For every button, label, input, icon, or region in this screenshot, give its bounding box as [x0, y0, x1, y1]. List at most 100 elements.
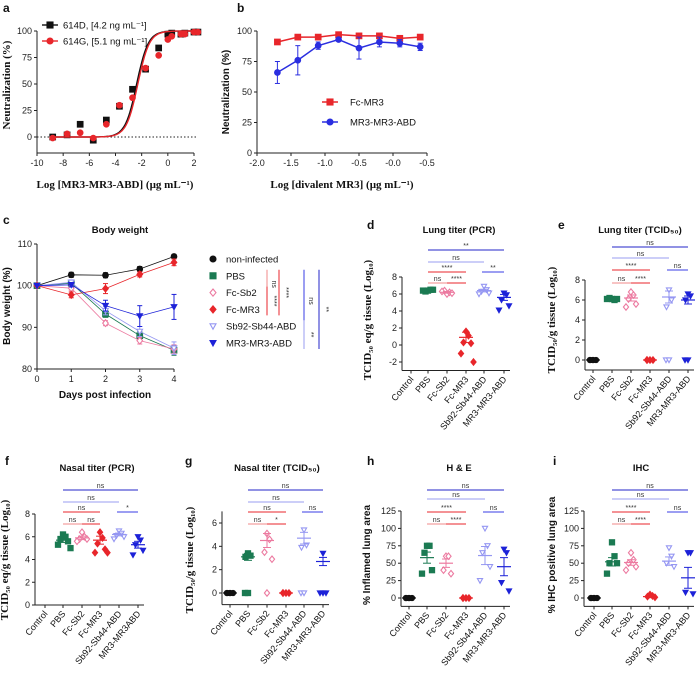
data-point: [49, 134, 57, 142]
data-point: [136, 313, 144, 321]
y-tick-label: 4: [212, 541, 217, 551]
legend-label: MR3-MR3-ABD: [226, 339, 292, 350]
data-point: [67, 282, 75, 289]
y-tick-label: 0: [25, 600, 30, 610]
data-point: [91, 548, 99, 557]
y-tick-label: 25: [22, 106, 32, 116]
data-point: [134, 534, 142, 541]
significance-label: ns: [254, 517, 262, 524]
data-point: [684, 357, 692, 364]
significance-label: ns: [87, 517, 95, 524]
data-point: [181, 30, 189, 38]
significance-label: ns: [462, 483, 470, 490]
chart-title: Lung titer (PCR): [423, 225, 496, 236]
significance-label: ns: [618, 517, 626, 524]
data-point: [274, 38, 281, 46]
y-tick-label: 4: [25, 555, 30, 565]
significance-label: ns: [433, 517, 441, 524]
panel-letter: i: [553, 454, 556, 468]
data-point: [608, 539, 616, 546]
data-point: [142, 64, 149, 72]
data-point: [67, 290, 75, 300]
legend-label: Fc-MR3: [350, 98, 384, 109]
legend-marker: [209, 323, 217, 331]
data-point: [78, 528, 86, 537]
data-point: [136, 270, 144, 279]
significance-label: ns: [434, 276, 442, 283]
significance-label: **: [307, 332, 314, 338]
data-point: [476, 577, 484, 585]
data-point: [611, 553, 618, 560]
legend-label: Fc-Sb2: [226, 288, 257, 299]
y-tick-label: 25: [386, 576, 396, 586]
data-point: [294, 56, 302, 64]
y-tick-label: 8: [575, 275, 580, 285]
data-point: [136, 328, 144, 336]
data-point: [76, 120, 84, 128]
panel-letter: d: [367, 218, 374, 232]
y-axis-label: TCID₅₀ eq/g tissue (Log₁₀): [362, 259, 374, 380]
data-point: [99, 533, 106, 542]
data-point: [136, 537, 145, 544]
panel-letter: h: [367, 454, 374, 468]
data-point: [129, 85, 136, 93]
x-tick-label: 2: [103, 374, 108, 384]
data-point: [502, 550, 511, 557]
data-point: [261, 548, 268, 557]
y-tick-label: 4: [392, 306, 397, 316]
significance-label: **: [322, 307, 329, 313]
data-point: [314, 42, 322, 49]
significance-label: ns: [97, 483, 105, 490]
data-point: [102, 271, 109, 279]
y-tick-label: 8: [25, 509, 30, 519]
data-point: [505, 588, 513, 595]
panel-letter: c: [3, 213, 10, 227]
significance-label: ns: [69, 517, 77, 524]
significance-label: ns: [263, 505, 271, 512]
x-tick-label: -0.0: [385, 158, 401, 168]
data-point: [622, 566, 630, 575]
y-tick-label: 100: [381, 523, 396, 533]
x-tick-label: 2: [191, 158, 196, 168]
chart-title: Nasal titer (PCR): [60, 463, 135, 474]
chart-title: IHC: [633, 463, 650, 474]
data-point: [63, 130, 71, 138]
x-tick-label: -2: [138, 158, 146, 168]
data-point: [486, 564, 494, 571]
y-tick-label: 6: [212, 518, 217, 528]
data-point: [421, 549, 428, 556]
y-tick-label: 4: [575, 315, 580, 325]
significance-label: *: [275, 517, 278, 524]
data-point: [480, 283, 488, 291]
legend-label: 614D, [4.2 ng mL⁻¹]: [63, 21, 147, 32]
data-point: [129, 94, 136, 102]
series-line: [277, 33, 421, 43]
panel-letter: a: [3, 1, 10, 15]
significance-label: ****: [635, 276, 646, 283]
legend-label: Sb92-Sb44-ABD: [226, 322, 296, 333]
data-point: [322, 590, 330, 597]
data-point: [416, 33, 424, 41]
chart-title: Lung titer (TCID₅₀): [598, 225, 682, 236]
y-tick-label: 100: [17, 26, 32, 36]
data-point: [467, 339, 475, 348]
data-point: [76, 129, 84, 137]
x-tick-label: 0: [165, 158, 170, 168]
data-point: [426, 542, 433, 549]
data-point: [627, 548, 635, 557]
data-point: [101, 302, 110, 310]
x-tick-label: -1.0: [317, 158, 333, 168]
significance-label: **: [490, 265, 496, 272]
data-point: [170, 258, 178, 267]
x-tick-label: -1.5: [283, 158, 299, 168]
data-point: [502, 292, 511, 299]
x-tick-label: -10: [30, 158, 43, 168]
y-tick-label: 0: [212, 588, 217, 598]
legend-marker: [46, 21, 54, 29]
significance-label: ns: [452, 255, 460, 262]
x-tick-label: -4: [111, 158, 119, 168]
significance-label: ns: [637, 251, 645, 258]
data-point: [475, 291, 483, 298]
data-point: [632, 562, 640, 571]
